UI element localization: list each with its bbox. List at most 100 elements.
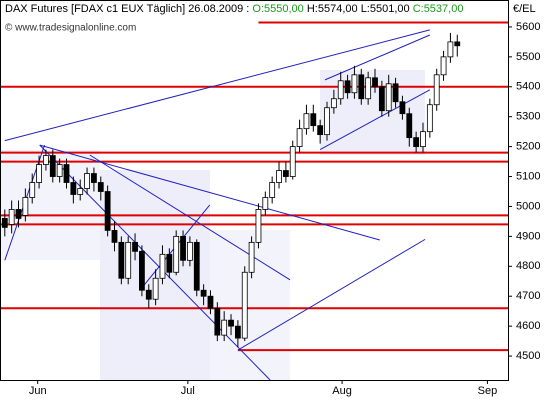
candle-body <box>447 41 454 58</box>
y-tick-label: 4500 <box>516 350 540 362</box>
candle-body <box>454 41 461 47</box>
candle-body <box>324 107 330 136</box>
trend-line <box>4 29 430 142</box>
candle-body <box>125 241 132 279</box>
y-tick-label: 5200 <box>516 141 540 153</box>
candle-body <box>303 113 310 130</box>
candle-body <box>337 80 344 100</box>
candle-body <box>77 188 84 195</box>
open-label: O:5550,00 <box>252 3 303 15</box>
x-tick-label: Sep <box>478 385 498 397</box>
candle-body <box>241 271 248 339</box>
y-tick-label: 5500 <box>516 51 540 63</box>
candle-body <box>104 191 111 231</box>
candle-body <box>330 98 337 109</box>
candle-body <box>152 277 159 300</box>
candle-body <box>228 319 234 327</box>
trend-line <box>319 89 431 151</box>
candle-body <box>22 197 29 216</box>
x-tick-label: Jun <box>29 385 47 397</box>
shade <box>100 170 210 380</box>
chart-title: DAX Futures [FDAX c1 EUX Täglich] 26.08.… <box>5 3 463 15</box>
y-tick-label: 5300 <box>516 111 540 123</box>
low-label: L:5501,00 <box>361 3 410 15</box>
candle-body <box>420 131 426 148</box>
candle-body <box>139 250 145 291</box>
trend-line <box>89 154 291 281</box>
candle-body <box>1 218 8 228</box>
watermark: © www.tradesignalonline.com <box>5 23 136 34</box>
trend-line <box>39 144 380 241</box>
y-tick-label: 5000 <box>516 200 540 212</box>
candle-body <box>399 101 406 115</box>
candle-body <box>145 289 152 300</box>
y-tick-label: 4600 <box>516 320 540 332</box>
candle-body <box>221 319 228 336</box>
candle-body <box>433 74 440 106</box>
high-label: H:5574,00 <box>307 3 358 15</box>
candle-body <box>310 113 317 127</box>
candle-body <box>43 155 49 165</box>
candle-body <box>214 307 221 336</box>
candle-body <box>378 86 385 112</box>
plot-frame <box>0 0 509 381</box>
trend-line <box>237 238 426 351</box>
title: DAX Futures [FDAX c1 EUX Täglich] 26.08.… <box>5 3 249 15</box>
trend-line <box>39 144 271 381</box>
candle-body <box>180 235 186 261</box>
candle-body <box>255 209 262 243</box>
y-tick-label: 4900 <box>516 230 540 242</box>
x-tick-label: Aug <box>332 385 352 397</box>
candle-body <box>234 325 241 339</box>
candle-body <box>8 209 15 225</box>
candle-body <box>193 241 200 291</box>
y-tick-label: 4800 <box>516 260 540 272</box>
candle-body <box>118 241 125 279</box>
candle-body <box>344 80 351 94</box>
candle-body <box>36 164 42 183</box>
candle-body <box>317 125 324 136</box>
candle-body <box>159 253 166 279</box>
y-axis-label: €/EL <box>513 3 536 15</box>
candle-body <box>15 209 22 219</box>
candle-body <box>84 173 90 189</box>
candle-body <box>200 289 207 297</box>
candle-body <box>248 241 255 273</box>
candle-body <box>49 155 56 177</box>
candle-body <box>296 128 303 148</box>
y-tick-label: 4700 <box>516 290 540 302</box>
candle-body <box>173 235 180 273</box>
candle-body <box>70 182 77 195</box>
candle-body <box>91 173 97 183</box>
candle-body <box>207 295 214 309</box>
candle-body <box>276 170 282 183</box>
candle-body <box>358 74 365 100</box>
candle-body <box>56 164 63 177</box>
y-tick-label: 5400 <box>516 81 540 93</box>
candle-body <box>132 241 138 252</box>
candle-body <box>385 83 392 112</box>
candle-body <box>365 77 372 100</box>
candle-body <box>29 182 36 198</box>
candle-body <box>187 241 193 261</box>
candle-body <box>406 113 413 139</box>
candle-body <box>392 83 399 103</box>
y-tick-label: 5600 <box>516 21 540 33</box>
close-label: C:5537,00 <box>413 3 464 15</box>
trend-line <box>324 34 431 81</box>
candle-body <box>372 77 378 88</box>
candle-body <box>282 170 289 177</box>
candle-body <box>166 253 173 273</box>
candle-body <box>97 182 104 192</box>
candle-body <box>440 56 447 76</box>
candle-body <box>351 74 358 94</box>
candle-body <box>63 164 70 183</box>
candle-body <box>111 229 118 243</box>
candle-body <box>262 197 269 210</box>
candle-body <box>413 137 420 148</box>
y-tick-label: 5100 <box>516 170 540 182</box>
candle-body <box>269 182 276 198</box>
x-tick-label: Jul <box>181 385 195 397</box>
candle-body <box>426 104 433 133</box>
